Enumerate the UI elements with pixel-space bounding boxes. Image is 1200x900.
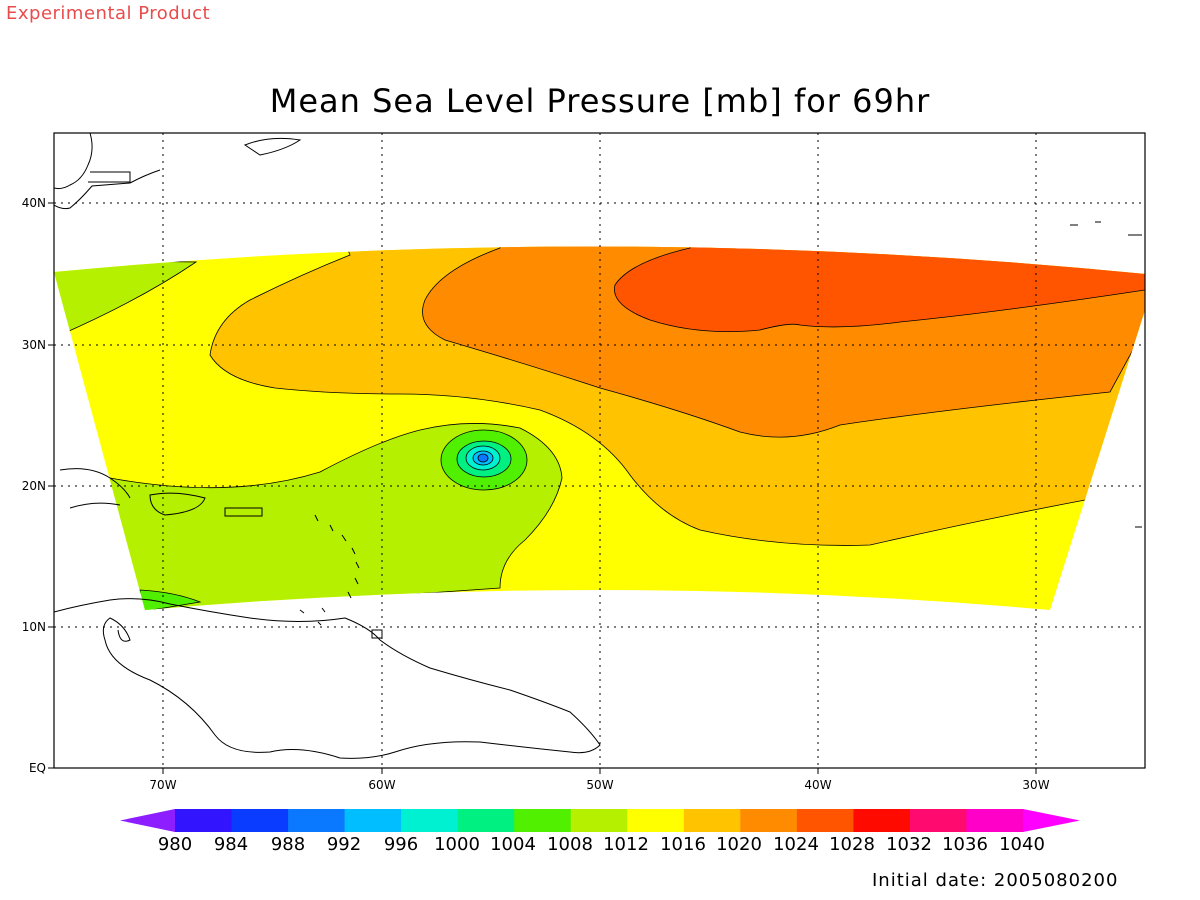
coastlines [54,133,1142,759]
colorbar-label-1032: 1032 [886,834,932,855]
colorbar-box-13 [853,809,911,832]
lat-label-40n: 40N [21,196,46,210]
axis-ticks [48,202,1037,774]
colorbar-box-6 [457,809,515,832]
initial-date: Initial date: 2005080200 [872,870,1119,891]
lat-label-10n: 10N [21,620,46,634]
colorbar-label-996: 996 [383,834,419,855]
colorbar-box-1 [175,809,233,832]
coast-cuba [59,468,131,509]
colorbar-box-11 [740,809,798,832]
colorbar-box-4 [344,809,402,832]
colorbar-box-2 [231,809,289,832]
colorbar [120,809,1080,832]
colorbar-label-988: 988 [270,834,306,855]
coast-azores [1070,221,1142,236]
colorbar-box-7 [514,809,572,832]
lat-label-30n: 30N [21,338,46,352]
colorbar-label-1012: 1012 [603,834,649,855]
band-1008-1012-low [54,423,563,610]
colorbar-arrow-high [1023,809,1080,832]
colorbar-label-984: 984 [213,834,249,855]
band-1004-1008-coast [139,589,202,610]
lon-label-50w: 50W [586,778,614,792]
colorbar-label-1028: 1028 [829,834,875,855]
colorbar-label-992: 992 [326,834,362,855]
colorbar-box-12 [796,809,854,832]
lon-label-70w: 70W [149,778,177,792]
colorbar-label-1040: 1040 [999,834,1045,855]
colorbar-box-3 [288,809,346,832]
colorbar-box-8 [570,809,628,832]
colorbar-label-1016: 1016 [660,834,706,855]
coast-puerto-rico [224,507,263,517]
lon-label-40w: 40W [804,778,832,792]
colorbar-label-1004: 1004 [490,834,536,855]
colorbar-box-10 [683,809,741,832]
colorbar-label-1000: 1000 [434,834,480,855]
colorbar-label-1020: 1020 [716,834,762,855]
colorbar-label-980: 980 [157,834,193,855]
coast-antilles [314,514,360,599]
coast-north-america [54,133,302,210]
lon-label-30w: 30W [1022,778,1050,792]
colorbar-arrow-low [120,809,175,832]
colorbar-box-14 [909,809,967,832]
map-title: Mean Sea Level Pressure [mb] for 69hr [269,82,931,120]
coast-caribbean-islands [299,607,326,626]
graticule [54,133,1145,768]
colorbar-box-9 [627,809,685,832]
lat-label-eq: EQ [28,761,46,775]
low-ring-988 [477,453,489,463]
colorbar-label-1008: 1008 [547,834,593,855]
lon-label-60w: 60W [368,778,396,792]
colorbar-label-1024: 1024 [773,834,819,855]
lat-label-20n: 20N [21,479,46,493]
colorbar-box-15 [966,809,1024,832]
experimental-product-tag: Experimental Product [6,3,211,24]
coast-south-america [54,598,601,759]
colorbar-label-1036: 1036 [942,834,988,855]
colorbar-box-5 [401,809,459,832]
coast-hispaniola [149,492,206,516]
